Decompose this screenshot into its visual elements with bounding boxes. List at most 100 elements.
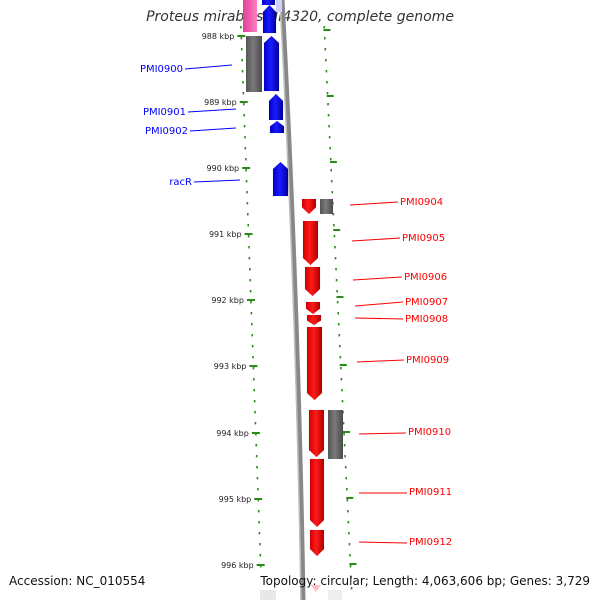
minor-tick <box>242 92 245 95</box>
gene-arrow-forward[interactable] <box>302 220 319 266</box>
gene-arrow-forward[interactable] <box>309 529 325 557</box>
minor-tick <box>242 81 244 84</box>
minor-tick <box>325 59 327 62</box>
minor-tick <box>251 345 254 348</box>
tick-label: 988 kbp <box>202 32 235 41</box>
minor-tick <box>350 587 353 590</box>
major-tick <box>346 497 354 499</box>
minor-tick <box>258 521 260 524</box>
minor-tick <box>245 180 248 183</box>
minor-tick <box>342 411 344 414</box>
minor-tick <box>252 367 255 370</box>
minor-tick <box>330 180 333 183</box>
minor-tick <box>257 488 259 491</box>
major-tick <box>256 564 265 566</box>
minor-tick <box>259 554 262 557</box>
gene-arrow-reverse[interactable] <box>263 35 280 92</box>
genome-title: Proteus mirabilis HI4320, complete genom… <box>146 9 454 25</box>
feature-gray[interactable] <box>328 410 343 459</box>
outer-tick-marks: 988 kbp 989 kbp 990 kbp 991 kbp 992 kbp 993 k… <box>202 26 265 570</box>
gene-arrow-forward[interactable] <box>305 301 321 315</box>
backbone-arc <box>279 0 306 600</box>
major-tick <box>323 29 331 31</box>
minor-tick <box>250 312 253 315</box>
minor-tick <box>341 389 343 392</box>
gene-arrow-reverse[interactable] <box>269 120 285 134</box>
backbone <box>279 0 306 600</box>
minor-tick <box>341 400 344 403</box>
minor-tick <box>329 147 331 150</box>
minor-tick <box>257 510 260 513</box>
major-tick <box>246 299 255 301</box>
leader-line <box>187 108 237 113</box>
gene-label[interactable]: PMI0900 <box>140 64 183 75</box>
gene-arrow-forward[interactable] <box>308 409 325 458</box>
minor-tick <box>247 235 250 238</box>
feature-partial[interactable] <box>311 585 321 592</box>
gene-label[interactable]: PMI0910 <box>408 427 451 438</box>
feature-partial[interactable] <box>262 0 275 5</box>
feature-gray[interactable] <box>320 199 333 214</box>
gene-arrow-forward[interactable] <box>301 198 317 215</box>
minor-tick <box>345 477 348 480</box>
gene-label[interactable]: PMI0906 <box>404 272 447 283</box>
minor-tick <box>340 378 343 381</box>
minor-tick <box>333 235 336 238</box>
gene-label[interactable]: racR <box>169 177 192 188</box>
inner-tick-marks <box>323 26 357 590</box>
minor-tick <box>254 422 257 425</box>
minor-tick <box>254 411 256 414</box>
gene-label[interactable]: PMI0902 <box>145 126 188 137</box>
feature-partial[interactable] <box>328 590 342 600</box>
feature-partial[interactable] <box>276 0 282 12</box>
gene-arrow-reverse[interactable] <box>268 93 284 121</box>
gene-label[interactable]: PMI0909 <box>406 355 449 366</box>
gene-arrow-reverse[interactable] <box>262 4 277 34</box>
tick-label: 989 kbp <box>204 98 237 107</box>
minor-tick <box>257 499 260 502</box>
gene-label[interactable]: PMI0912 <box>409 537 452 548</box>
minor-tick <box>345 488 348 491</box>
minor-tick <box>255 455 258 458</box>
gene-arrow-forward[interactable] <box>306 314 322 326</box>
major-tick <box>244 233 253 235</box>
minor-tick <box>350 576 352 579</box>
gene-label[interactable]: PMI0904 <box>400 197 443 208</box>
minor-tick <box>251 334 254 337</box>
minor-tick <box>324 37 326 40</box>
gene-label[interactable]: PMI0911 <box>409 487 452 498</box>
leader-line <box>352 276 403 281</box>
minor-tick <box>347 510 349 513</box>
minor-tick <box>339 345 341 348</box>
major-tick <box>326 95 334 97</box>
minor-tick <box>343 433 345 436</box>
feature-partial[interactable] <box>243 0 257 32</box>
feature-gray[interactable] <box>246 36 262 92</box>
minor-tick <box>332 213 335 216</box>
gene-label[interactable]: PMI0901 <box>143 107 186 118</box>
minor-tick <box>252 356 254 359</box>
minor-tick <box>249 290 252 293</box>
backbone-highlight <box>279 0 302 600</box>
gene-label[interactable]: PMI0908 <box>405 314 448 325</box>
minor-tick <box>331 191 334 194</box>
minor-tick <box>327 114 330 117</box>
minor-tick <box>344 466 347 469</box>
minor-tick <box>244 158 247 161</box>
gene-label[interactable]: PMI0905 <box>402 233 445 244</box>
minor-tick <box>337 323 340 326</box>
gene-label[interactable]: PMI0907 <box>405 297 448 308</box>
minor-tick <box>241 70 244 73</box>
leader-line <box>354 317 404 320</box>
gene-arrow-forward[interactable] <box>306 326 323 401</box>
tick-label: 993 kbp <box>214 362 247 371</box>
tick-label: 990 kbp <box>207 164 240 173</box>
minor-tick <box>336 290 338 293</box>
gene-arrow-reverse[interactable] <box>272 161 289 197</box>
gene-arrow-forward[interactable] <box>309 458 325 528</box>
gene-arrow-forward[interactable] <box>304 266 321 297</box>
feature-partial[interactable] <box>260 590 276 600</box>
tick-label: 994 kbp <box>216 429 249 438</box>
major-tick <box>237 35 246 37</box>
minor-tick <box>246 202 249 205</box>
